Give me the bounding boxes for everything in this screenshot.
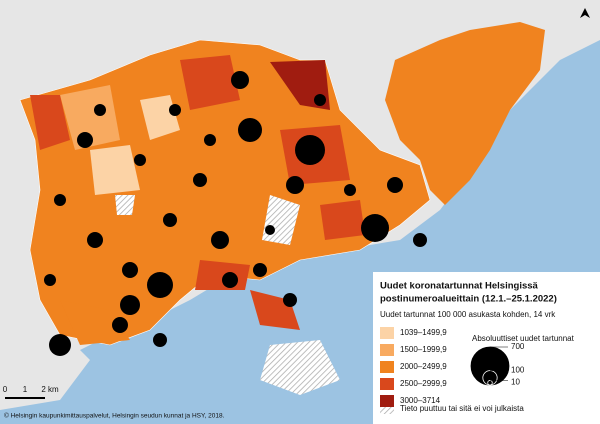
legend-swatch	[380, 327, 394, 339]
legend-swatch	[380, 361, 394, 373]
legend-label: 3000–3714	[400, 396, 441, 405]
missing-label: Tieto puuttuu tai sitä ei voi julkaista	[400, 404, 524, 413]
legend-subtitle: Uudet tartunnat 100 000 asukasta kohden,…	[380, 310, 556, 319]
legend-swatch	[380, 395, 394, 407]
scale-label: 2 km	[41, 385, 59, 394]
legend-label: 1500–1999,9	[400, 345, 447, 354]
legend-title: Uudet koronatartunnat Helsingissä	[380, 281, 539, 292]
missing-swatch	[380, 403, 394, 414]
credit: © Helsingin kaupunkimittauspalvelut, Hel…	[4, 412, 225, 420]
north-arrow	[580, 8, 590, 18]
scale-label: 1	[23, 385, 28, 394]
scale-bar: 0 1 2 km	[3, 385, 59, 399]
bubble-legend-label: 100	[511, 366, 525, 375]
bubble-legend-label: 700	[511, 342, 525, 351]
bubble-legend-label: 10	[511, 378, 520, 387]
legend-title: postinumeroalueittain (12.1.–25.1.2022)	[380, 294, 557, 305]
legend-label: 2500–2999,9	[400, 379, 447, 388]
districts	[19, 22, 545, 395]
bubble-legend-title: Absoluuttiset uudet tartunnat	[472, 334, 575, 343]
legend-label: 2000–2499,9	[400, 362, 447, 371]
legend-label: 1039–1499,9	[400, 328, 447, 337]
bubble-legend-circle	[470, 346, 510, 386]
legend-swatch	[380, 344, 394, 356]
scale-label: 0	[3, 385, 8, 394]
legend-swatch	[380, 378, 394, 390]
